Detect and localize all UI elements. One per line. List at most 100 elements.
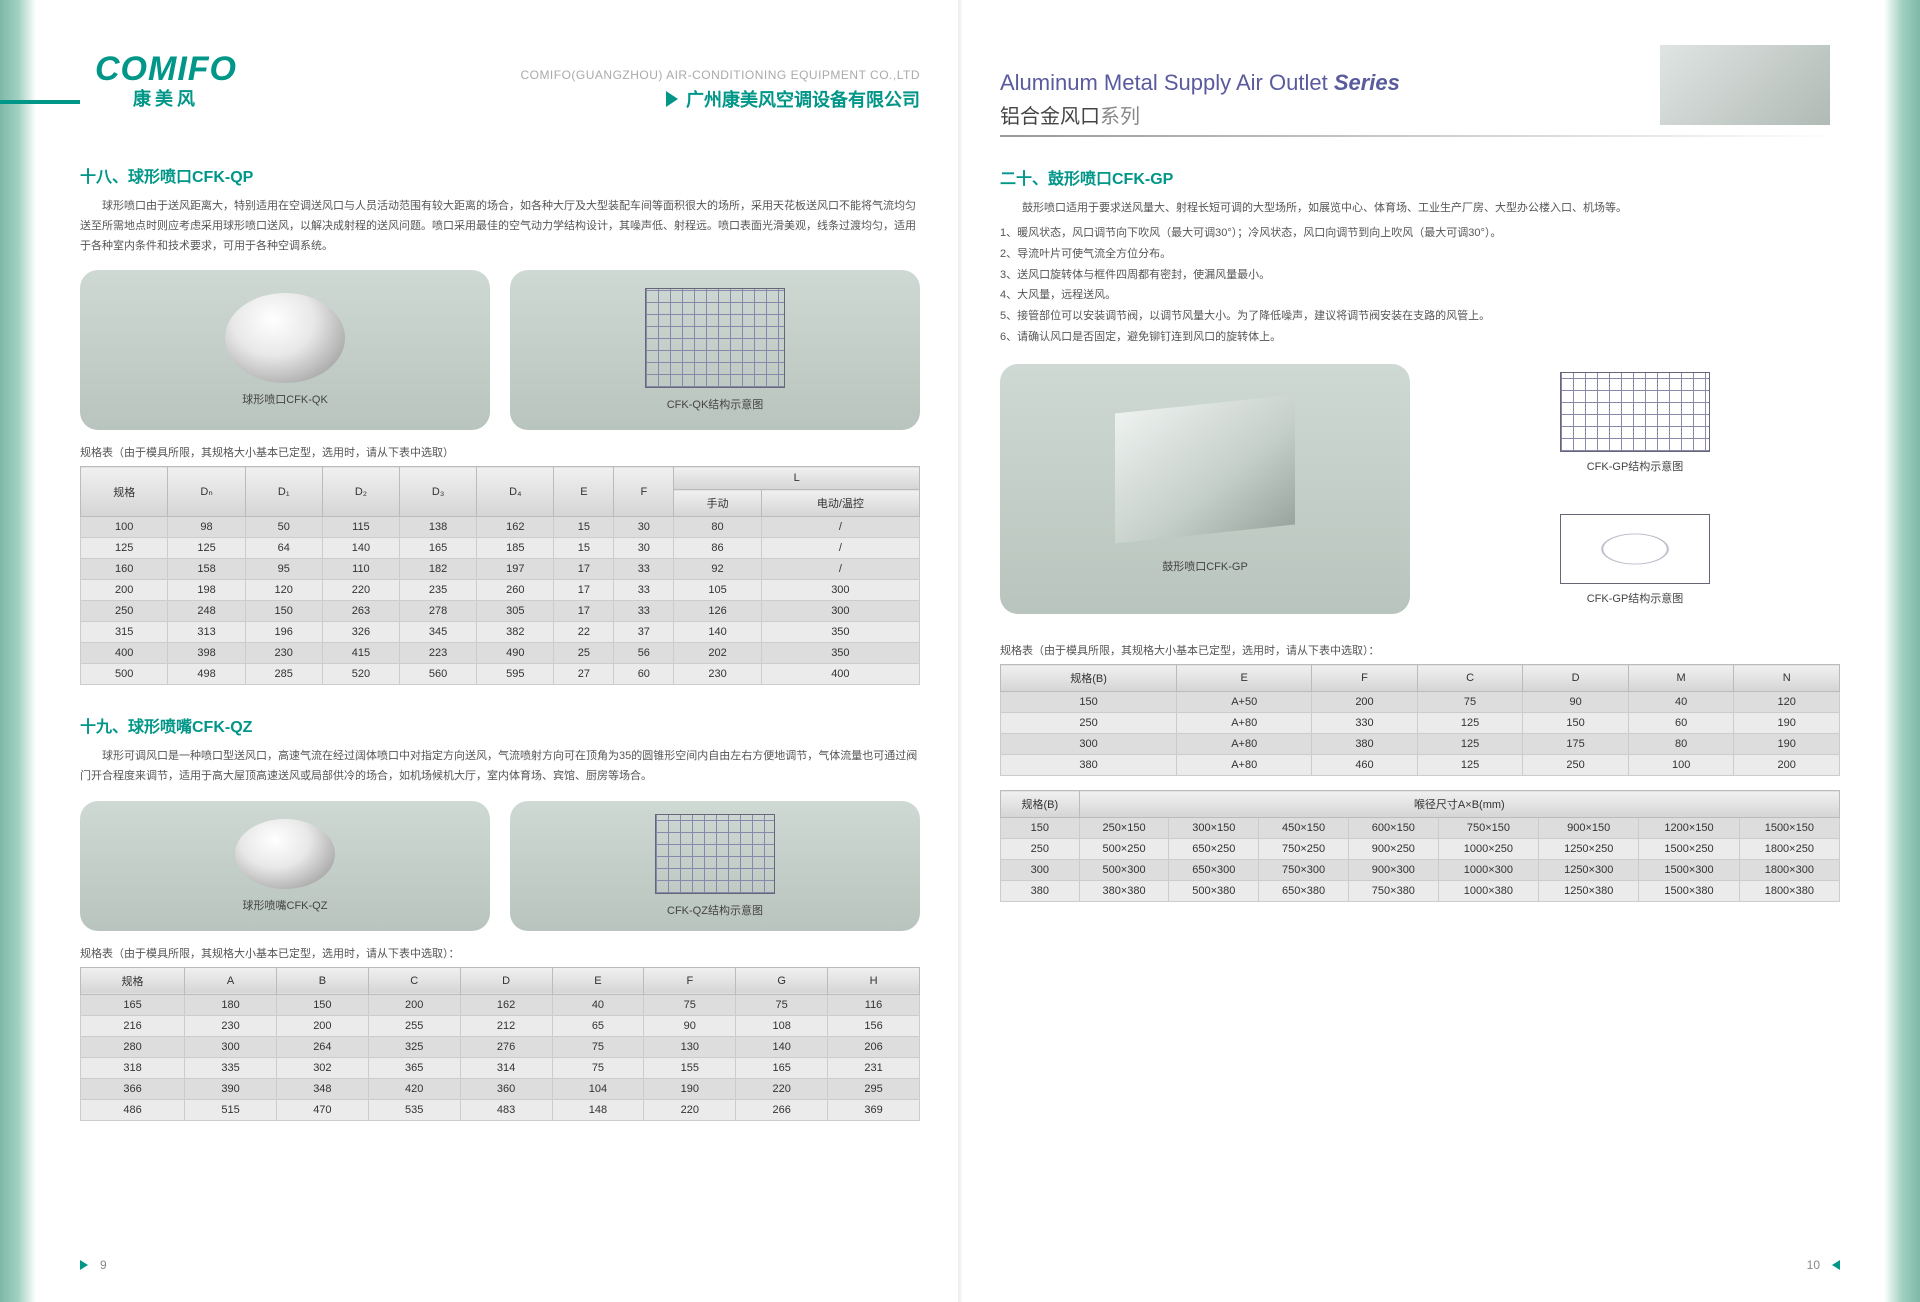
section-19-title: 十九、球形喷嘴CFK-QZ xyxy=(80,713,920,737)
table-cell: 515 xyxy=(185,1099,277,1120)
table-cell: 196 xyxy=(245,622,322,643)
table-cell: 200 xyxy=(368,994,460,1015)
table-cell: 15 xyxy=(554,517,614,538)
table-row: 486515470535483148220266369 xyxy=(81,1099,920,1120)
table-cell: 750×380 xyxy=(1348,881,1438,902)
table-row: 12512564140165185153086/ xyxy=(81,538,920,559)
table-header: D₄ xyxy=(477,467,554,517)
table-cell: 470 xyxy=(276,1099,368,1120)
figure-18-diagram: CFK-QK结构示意图 xyxy=(510,270,920,430)
table-cell: 1800×300 xyxy=(1739,860,1839,881)
figure-20-diagrams: CFK-GP结构示意图 CFK-GP结构示意图 xyxy=(1430,364,1840,614)
table-cell: 500×250 xyxy=(1079,839,1169,860)
product-image-placeholder xyxy=(225,293,345,383)
logo-accent-line xyxy=(0,100,80,104)
list-item: 1、暖风状态，风口调节向下吹风（最大可调30°）；冷风状态，风口向调节到向上吹风… xyxy=(1000,223,1840,244)
table-header: 规格 xyxy=(81,967,185,994)
table-cell: 560 xyxy=(400,664,477,685)
table-cell: 155 xyxy=(644,1057,736,1078)
table-header: 电动/温控 xyxy=(761,490,919,517)
table-cell: 80 xyxy=(674,517,761,538)
table-cell: 264 xyxy=(276,1036,368,1057)
table-cell: 650×380 xyxy=(1259,881,1349,902)
product-image-placeholder xyxy=(235,819,335,889)
table-cell: 366 xyxy=(81,1078,185,1099)
table-header: L xyxy=(674,467,920,490)
table-cell: 600×150 xyxy=(1348,818,1438,839)
table-cell: / xyxy=(761,538,919,559)
table-row: 3153131963263453822237140350 xyxy=(81,622,920,643)
table-header: B xyxy=(276,967,368,994)
table-cell: 33 xyxy=(614,559,674,580)
table-cell: 1250×300 xyxy=(1539,860,1639,881)
table-cell: 285 xyxy=(245,664,322,685)
table-cell: 365 xyxy=(368,1057,460,1078)
table-cell: 595 xyxy=(477,664,554,685)
table-header: N xyxy=(1734,665,1840,692)
table-cell: 175 xyxy=(1523,734,1629,755)
table-cell: 380 xyxy=(1001,881,1080,902)
table-cell: 535 xyxy=(368,1099,460,1120)
table-cell: 750×250 xyxy=(1259,839,1349,860)
table-cell: 156 xyxy=(828,1015,920,1036)
table-cell: 1500×380 xyxy=(1639,881,1739,902)
table-header: D₁ xyxy=(245,467,322,517)
table-cell: 276 xyxy=(460,1036,552,1057)
table-cell: A+50 xyxy=(1177,692,1312,713)
table-cell: 75 xyxy=(552,1057,644,1078)
table-cell: 250 xyxy=(81,601,168,622)
table-cell: 500 xyxy=(81,664,168,685)
table-cell: / xyxy=(761,559,919,580)
table-header: E xyxy=(554,467,614,517)
table-cell: 75 xyxy=(1417,692,1523,713)
table-row: 16015895110182197173392/ xyxy=(81,559,920,580)
table-cell: 40 xyxy=(552,994,644,1015)
table-cell: 200 xyxy=(81,580,168,601)
table-header: F xyxy=(1312,665,1418,692)
table-cell: 900×150 xyxy=(1539,818,1639,839)
table-row: 150A+50200759040120 xyxy=(1001,692,1840,713)
list-item: 2、导流叶片可使气流全方位分布。 xyxy=(1000,244,1840,265)
section-20-intro: 鼓形喷口适用于要求送风量大、射程长短可调的大型场所，如展览中心、体育场、工业生产… xyxy=(1000,199,1840,219)
table-cell: 150 xyxy=(1523,713,1629,734)
page-right: Aluminum Metal Supply Air Outlet Series … xyxy=(960,0,1920,1302)
table-cell: 65 xyxy=(552,1015,644,1036)
figure-20-diagram-top-caption: CFK-GP结构示意图 xyxy=(1587,458,1684,474)
table-header: F xyxy=(614,467,674,517)
table-cell: 17 xyxy=(554,559,614,580)
table-cell: 230 xyxy=(185,1015,277,1036)
table-cell: 110 xyxy=(322,559,399,580)
list-item: 4、大风量，远程送风。 xyxy=(1000,285,1840,306)
table-19: 规格ABCDEFGH 16518015020016240757511621623… xyxy=(80,967,920,1121)
table-row: 2001981202202352601733105300 xyxy=(81,580,920,601)
table-row: 380A+80460125250100200 xyxy=(1001,755,1840,776)
table-cell: 148 xyxy=(552,1099,644,1120)
table-row: 366390348420360104190220295 xyxy=(81,1078,920,1099)
table-cell: 25 xyxy=(554,643,614,664)
table-header: D₃ xyxy=(400,467,477,517)
table-header: 手动 xyxy=(674,490,761,517)
table-cell: 280 xyxy=(81,1036,185,1057)
table-cell: 250 xyxy=(1001,839,1080,860)
table-cell: 200 xyxy=(276,1015,368,1036)
section-18-body: 球形喷口由于送风距离大，特别适用在空调送风口与人员活动范围有较大距离的场合，如各… xyxy=(80,197,920,256)
table-cell: 60 xyxy=(1628,713,1734,734)
table-cell: 75 xyxy=(552,1036,644,1057)
table-cell: 1500×300 xyxy=(1639,860,1739,881)
list-item: 5、接管部位可以安装调节阀，以调节风量大小。为了降低噪声，建议将调节阀安装在支路… xyxy=(1000,306,1840,327)
table-cell: 126 xyxy=(674,601,761,622)
table-cell: 300 xyxy=(761,601,919,622)
table-row: 28030026432527675130140206 xyxy=(81,1036,920,1057)
series-en-pre: Aluminum Metal Supply Air Outlet xyxy=(1000,70,1334,95)
table-cell: 138 xyxy=(400,517,477,538)
table-cell: 150 xyxy=(245,601,322,622)
page-left: COMIFO 康美风 COMIFO(GUANGZHOU) AIR-CONDITI… xyxy=(0,0,960,1302)
table-cell: 30 xyxy=(614,517,674,538)
table-cell: 56 xyxy=(614,643,674,664)
table-cell: 17 xyxy=(554,580,614,601)
table-cell: 380 xyxy=(1001,755,1177,776)
table-header: 规格 xyxy=(81,467,168,517)
table-row: 2502481502632783051733126300 xyxy=(81,601,920,622)
table-cell: 295 xyxy=(828,1078,920,1099)
page-number-left: 9 xyxy=(100,1258,107,1272)
